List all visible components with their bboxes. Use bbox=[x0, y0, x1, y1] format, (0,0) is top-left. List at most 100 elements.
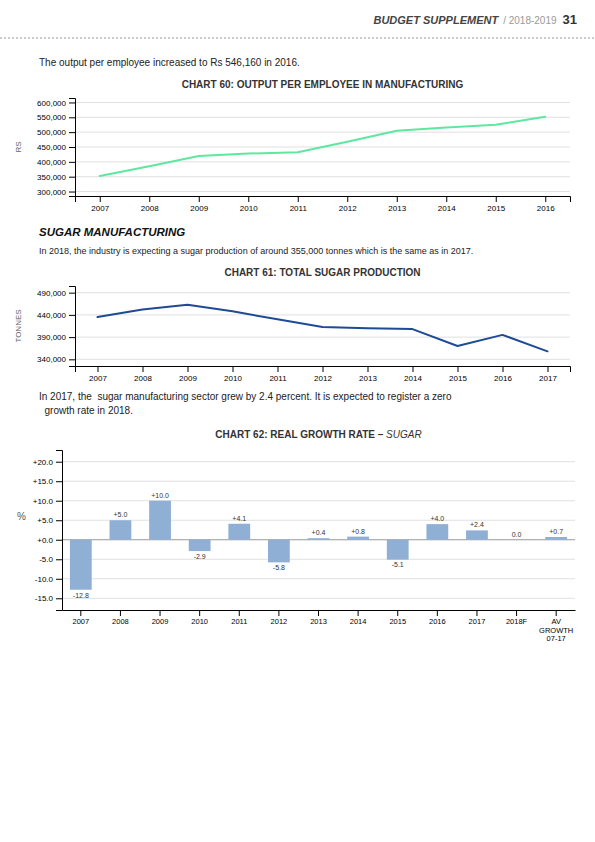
x-tick: 2009 bbox=[190, 196, 208, 213]
y-tick-mark bbox=[69, 147, 75, 148]
y-tick: +0.0 bbox=[37, 536, 62, 545]
x-tick-label-line: 2018F bbox=[506, 617, 528, 626]
x-tick-mark bbox=[358, 610, 359, 616]
x-tick: 2008 bbox=[112, 610, 129, 626]
x-tick-label: 2014 bbox=[404, 374, 422, 383]
x-tick-label: 2009 bbox=[152, 617, 169, 626]
y-axis: -15.0-10.0-5.0+0.0+5.0+10.0+15.0+20.0 bbox=[33, 451, 63, 611]
x-tick-mark bbox=[160, 610, 161, 616]
x-tick-mark bbox=[347, 196, 348, 202]
x-tick: 2007 bbox=[72, 610, 89, 626]
x-tick-label: 2016 bbox=[429, 617, 446, 626]
y-tick-mark bbox=[69, 192, 75, 193]
x-tick-label: AVGROWTH07-17 bbox=[539, 617, 573, 643]
y-tick: 440,000 bbox=[37, 311, 75, 320]
bar bbox=[308, 538, 330, 540]
x-tick-label: 2011 bbox=[231, 617, 247, 626]
x-tick: 2008 bbox=[134, 366, 152, 383]
data-label: +4.1 bbox=[232, 515, 246, 522]
header-sub: / 2018-2019 bbox=[503, 15, 557, 26]
y-tick: 340,000 bbox=[37, 355, 75, 364]
y-tick-label: -5.0 bbox=[39, 555, 53, 564]
y-tick-mark bbox=[69, 162, 75, 163]
y-tick-label: 490,000 bbox=[37, 289, 66, 298]
bar bbox=[347, 537, 369, 540]
y-tick: 400,000 bbox=[37, 158, 75, 167]
y-tick-label: 350,000 bbox=[37, 173, 66, 182]
section-title: SUGAR MANUFACTURING bbox=[39, 226, 185, 238]
chart: CHART 61: TOTAL SUGAR PRODUCTION20072008… bbox=[14, 267, 571, 383]
chart-title: CHART 60: OUTPUT PER EMPLOYEE IN MANUFAC… bbox=[182, 79, 464, 90]
x-tick: 2009 bbox=[152, 610, 169, 626]
bar bbox=[506, 539, 528, 540]
line bbox=[98, 305, 548, 352]
x-tick: 2013 bbox=[388, 196, 406, 213]
y-tick-label: 550,000 bbox=[37, 113, 66, 122]
y-tick-mark bbox=[56, 559, 62, 560]
x-tick: 2011 bbox=[231, 610, 247, 626]
y-tick-label: +5.0 bbox=[37, 516, 53, 525]
x-tick: 2007 bbox=[89, 366, 107, 383]
grid-line bbox=[75, 176, 570, 177]
x-tick-label: 2011 bbox=[290, 204, 308, 213]
grid bbox=[75, 102, 570, 191]
y-tick-label: -10.0 bbox=[35, 575, 54, 584]
y-tick: 490,000 bbox=[37, 289, 75, 298]
x-tick: 2015 bbox=[487, 196, 505, 213]
y-tick: -15.0 bbox=[35, 594, 62, 603]
y-tick-mark bbox=[56, 540, 62, 541]
grid-line bbox=[75, 359, 570, 360]
x-tick: 2017 bbox=[539, 366, 557, 383]
x-tick-label-line: 2008 bbox=[112, 617, 129, 626]
y-tick-mark bbox=[56, 579, 62, 580]
x-tick-mark bbox=[496, 196, 497, 202]
x-tick-label: 2010 bbox=[191, 617, 208, 626]
bar bbox=[426, 524, 448, 540]
x-tick-mark bbox=[278, 610, 279, 616]
data-label: 0.0 bbox=[512, 531, 522, 538]
x-tick: 2007 bbox=[91, 196, 109, 213]
x-tick-label-line: 2016 bbox=[429, 617, 446, 626]
x-tick-mark bbox=[120, 610, 121, 616]
x-tick-label: 2017 bbox=[539, 374, 557, 383]
y-tick-mark bbox=[69, 315, 75, 316]
header-text: BUDGET SUPPLEMENT bbox=[373, 14, 499, 26]
y-tick-mark bbox=[69, 177, 75, 178]
x-tick-mark bbox=[516, 610, 517, 616]
x-axis: 2007200820092010201120122013201420152016… bbox=[76, 366, 571, 383]
x-tick-mark bbox=[199, 610, 200, 616]
x-axis-line bbox=[76, 367, 571, 373]
grid-line bbox=[75, 117, 570, 118]
y-tick-label: 400,000 bbox=[37, 158, 66, 167]
x-tick-mark bbox=[503, 366, 504, 372]
x-tick-mark bbox=[397, 196, 398, 202]
x-tick-label-line: 07-17 bbox=[547, 634, 566, 643]
x-tick-label: 2016 bbox=[537, 204, 555, 213]
x-tick: 2016 bbox=[537, 196, 555, 213]
data-label: +0.4 bbox=[312, 529, 326, 536]
x-tick-mark bbox=[298, 196, 299, 202]
y-tick: 600,000 bbox=[37, 99, 75, 108]
x-tick-label-line: 2010 bbox=[191, 617, 208, 626]
x-tick-label: 2018F bbox=[506, 617, 528, 626]
x-tick: 2010 bbox=[240, 196, 258, 213]
x-tick-label: 2007 bbox=[91, 204, 109, 213]
x-tick-mark bbox=[437, 610, 438, 616]
x-tick-mark bbox=[278, 366, 279, 372]
separator bbox=[0, 38, 595, 39]
x-tick-label: 2008 bbox=[134, 374, 152, 383]
x-tick: 2011 bbox=[290, 196, 308, 213]
data-label: +2.4 bbox=[470, 521, 484, 528]
y-tick-mark bbox=[56, 598, 62, 599]
y-tick-mark bbox=[69, 132, 75, 133]
y-tick: -10.0 bbox=[35, 575, 62, 584]
x-tick-label: 2009 bbox=[179, 374, 197, 383]
x-tick: 2012 bbox=[339, 196, 357, 213]
x-tick-label: 2015 bbox=[487, 204, 505, 213]
data-label: +0.7 bbox=[549, 528, 563, 535]
bar bbox=[387, 540, 409, 560]
x-tick-label: 2013 bbox=[310, 617, 327, 626]
grid-line bbox=[62, 481, 575, 482]
x-tick: 2016 bbox=[429, 610, 446, 626]
grid bbox=[62, 462, 575, 599]
